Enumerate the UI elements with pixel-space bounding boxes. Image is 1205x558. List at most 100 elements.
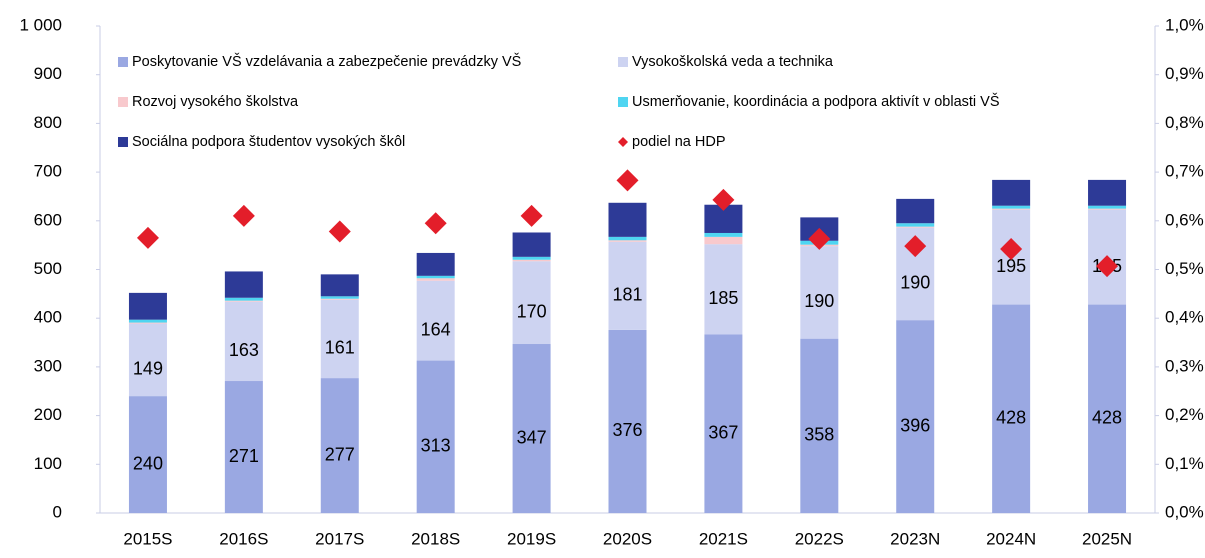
data-label: 181 — [612, 285, 642, 305]
y-tick-label: 700 — [34, 162, 62, 181]
bar-segment — [608, 329, 647, 513]
y2-tick-label: 0,7% — [1165, 162, 1204, 181]
data-label: 428 — [1092, 408, 1122, 428]
bar-segment — [800, 338, 839, 513]
bar-segment — [704, 236, 743, 245]
bar-segment — [608, 240, 647, 242]
bar-segment — [800, 246, 839, 339]
legend-marker — [118, 97, 128, 107]
hdp-marker — [232, 204, 255, 227]
bar-segment — [1088, 205, 1127, 209]
bar-segment — [992, 304, 1031, 513]
bar-segment — [512, 261, 551, 345]
y2-tick-label: 0,1% — [1165, 454, 1204, 473]
data-label: 376 — [612, 420, 642, 440]
data-label: 367 — [708, 422, 738, 442]
bar-segment — [416, 278, 455, 281]
y-tick-label: 900 — [34, 64, 62, 83]
data-label: 149 — [133, 359, 163, 379]
bar-segment — [224, 381, 263, 513]
data-label: 195 — [996, 256, 1026, 276]
legend-label: Sociálna podpora študentov vysokých škôl — [132, 134, 405, 150]
legend-marker — [618, 137, 628, 147]
data-label: 170 — [517, 301, 547, 321]
data-label: 271 — [229, 446, 259, 466]
data-label: 161 — [325, 338, 355, 358]
y2-tick-label: 1,0% — [1165, 15, 1204, 34]
y-tick-label: 400 — [34, 308, 62, 327]
data-label: 190 — [900, 273, 930, 293]
bar-segment — [320, 274, 359, 297]
legend-label: Poskytovanie VŠ vzdelávania a zabezpečen… — [132, 53, 521, 70]
bar-segment — [416, 252, 455, 276]
bar-segment — [704, 232, 743, 237]
x-tick-label: 2015S — [123, 529, 172, 548]
data-label: 163 — [229, 340, 259, 360]
bar-segment — [1088, 304, 1127, 513]
bar-segment — [320, 298, 359, 300]
bar-segment — [416, 275, 455, 279]
legend-marker — [118, 137, 128, 147]
bar-segment — [896, 198, 935, 224]
y2-tick-label: 0,9% — [1165, 64, 1204, 83]
bar-segment — [224, 301, 263, 382]
x-tick-label: 2023N — [890, 529, 940, 548]
bar-segment — [128, 319, 167, 323]
legend-label: Usmerňovanie, koordinácia a podpora akti… — [632, 93, 1000, 110]
bar-segment — [320, 378, 359, 513]
y-tick-label: 0 — [53, 502, 62, 521]
y2-tick-label: 0,4% — [1165, 308, 1204, 327]
bar-segment — [320, 296, 359, 299]
bar-segment — [896, 226, 935, 228]
hdp-marker — [808, 227, 831, 250]
legend-label: podiel na HDP — [632, 134, 726, 150]
bar-segment — [704, 334, 743, 513]
legend-marker — [618, 97, 628, 107]
bar-segment — [224, 297, 263, 301]
bar-segment — [128, 323, 167, 397]
bar-segment — [896, 223, 935, 227]
bar-segment — [704, 244, 743, 335]
y2-tick-label: 0,6% — [1165, 210, 1204, 229]
legend-label: Vysokoškolská veda a technika — [632, 54, 834, 70]
hdp-marker — [136, 226, 159, 249]
bar-segment — [128, 292, 167, 320]
y2-tick-label: 0,0% — [1165, 502, 1204, 521]
legend-label: Rozvoj vysokého školstva — [132, 94, 299, 110]
bar-segment — [1088, 208, 1127, 210]
hdp-marker — [712, 188, 735, 211]
bar-segment — [512, 259, 551, 262]
x-tick-label: 2020S — [603, 529, 652, 548]
hdp-marker — [1000, 238, 1023, 261]
data-label: 240 — [133, 453, 163, 473]
x-tick-label: 2022S — [795, 529, 844, 548]
x-tick-label: 2024N — [986, 529, 1036, 548]
x-tick-label: 2018S — [411, 529, 460, 548]
bar-segment — [992, 205, 1031, 209]
bar-segment — [128, 396, 167, 513]
y2-tick-label: 0,2% — [1165, 405, 1204, 424]
bar-segment — [512, 256, 551, 260]
y-tick-label: 500 — [34, 259, 62, 278]
hdp-marker — [904, 235, 927, 258]
bar-segment — [416, 360, 455, 513]
x-tick-label: 2019S — [507, 529, 556, 548]
bar-segment — [896, 320, 935, 513]
data-label: 277 — [325, 444, 355, 464]
hdp-marker — [520, 204, 543, 227]
legend-marker — [118, 57, 128, 67]
hdp-marker — [1096, 255, 1119, 278]
y-tick-label: 300 — [34, 356, 62, 375]
hdp-marker — [616, 169, 639, 192]
data-label: 313 — [421, 436, 451, 456]
bar-segment — [512, 232, 551, 257]
x-tick-label: 2025N — [1082, 529, 1132, 548]
bar-segment — [1088, 179, 1127, 206]
data-label: 185 — [708, 288, 738, 308]
hdp-marker — [424, 212, 447, 235]
hdp-marker — [328, 220, 351, 243]
bar-segment — [416, 280, 455, 361]
bar-segment — [128, 322, 167, 324]
x-tick-label: 2017S — [315, 529, 364, 548]
